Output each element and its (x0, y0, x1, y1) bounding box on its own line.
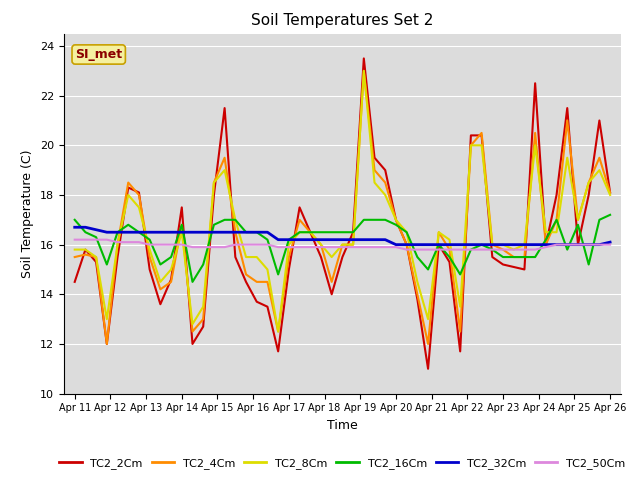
Title: Soil Temperatures Set 2: Soil Temperatures Set 2 (252, 13, 433, 28)
Y-axis label: Soil Temperature (C): Soil Temperature (C) (22, 149, 35, 278)
Legend: TC2_2Cm, TC2_4Cm, TC2_8Cm, TC2_16Cm, TC2_32Cm, TC2_50Cm: TC2_2Cm, TC2_4Cm, TC2_8Cm, TC2_16Cm, TC2… (55, 453, 630, 473)
X-axis label: Time: Time (327, 419, 358, 432)
Text: SI_met: SI_met (75, 48, 122, 61)
